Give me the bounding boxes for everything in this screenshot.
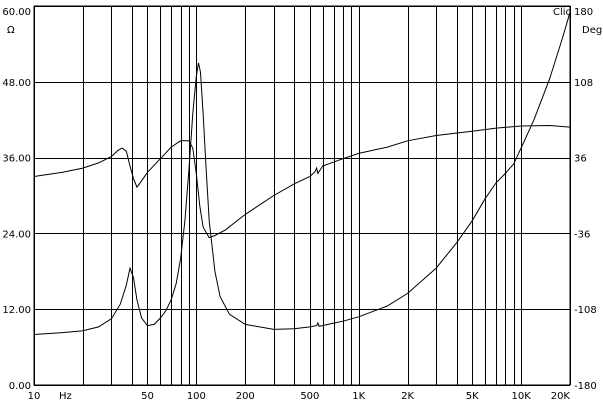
x-tick-label: 1K xyxy=(352,391,365,402)
left-tick-label: 0.00 xyxy=(9,381,31,392)
left-tick-label: 60.00 xyxy=(2,7,31,18)
impedance-series-line xyxy=(33,12,571,335)
right-tick-label: -108 xyxy=(574,305,597,316)
x-axis-unit: Hz xyxy=(59,391,72,402)
right-tick-label: 180 xyxy=(574,7,593,18)
left-tick-label: 24.00 xyxy=(2,229,31,240)
right-tick-label: 36 xyxy=(574,154,587,165)
x-tick-label: 20K xyxy=(551,391,571,402)
x-tick-label: 10K xyxy=(511,391,531,402)
left-axis-ticks: 0.00 12.00 24.00 36.00 48.00 60.00 xyxy=(2,7,31,392)
x-tick-label: 500 xyxy=(300,391,319,402)
right-tick-label: -36 xyxy=(574,229,590,240)
x-tick-label: 100 xyxy=(187,391,206,402)
x-tick-label: 200 xyxy=(236,391,255,402)
x-tick-label: 5K xyxy=(466,391,479,402)
right-tick-label: -180 xyxy=(574,381,597,392)
plot-frame xyxy=(33,5,571,386)
x-tick-label: 10 xyxy=(28,391,41,402)
right-axis-ticks: -180 -108 -36 36 108 180 xyxy=(574,7,597,392)
brand-label: Clio xyxy=(553,7,572,18)
left-tick-label: 36.00 xyxy=(2,154,31,165)
left-axis-unit: Ω xyxy=(7,25,15,36)
left-tick-label: 48.00 xyxy=(2,78,31,89)
left-tick-label: 12.00 xyxy=(2,305,31,316)
series-group xyxy=(33,12,571,335)
phase-series-line xyxy=(33,124,571,239)
grid xyxy=(34,6,571,386)
x-tick-label: 50 xyxy=(141,391,154,402)
x-axis-ticks: 10 50 100 200 500 1K 2K 5K 10K 20K xyxy=(28,391,571,402)
right-axis-unit: Deg xyxy=(582,25,602,36)
x-tick-label: 2K xyxy=(401,391,414,402)
right-tick-label: 108 xyxy=(574,78,593,89)
